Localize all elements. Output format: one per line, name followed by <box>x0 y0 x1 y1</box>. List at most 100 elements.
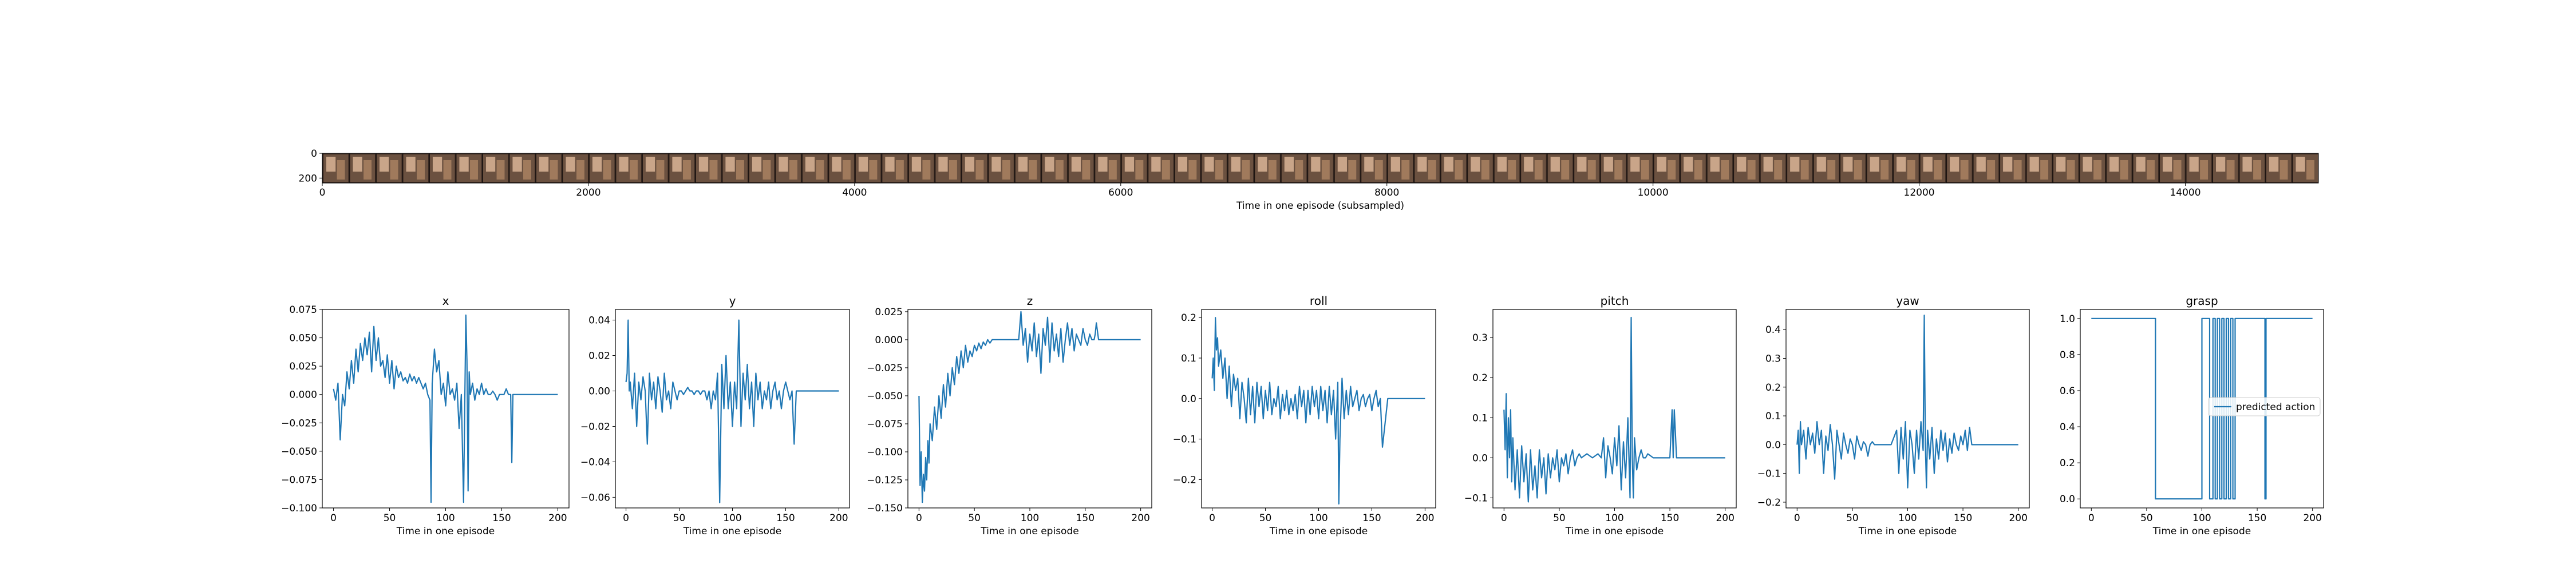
x-tick-label: 200 <box>1416 513 1434 524</box>
frame-divider <box>854 153 856 183</box>
frame-divider <box>775 153 776 183</box>
x-tick-label: 50 <box>968 513 981 524</box>
frame-divider <box>934 153 936 183</box>
frame-object <box>2136 157 2146 172</box>
y-tick-label: 0.050 <box>289 333 317 344</box>
frame-divider <box>2132 153 2134 183</box>
frame-gripper <box>1827 160 1836 180</box>
legend: predicted action <box>2208 397 2321 416</box>
y-tick-label: −0.1 <box>1173 434 1196 446</box>
x-tick-label: 50 <box>673 513 686 524</box>
filmstrip-x-tick-label: 10000 <box>1638 187 1669 198</box>
x-tick-label: 0 <box>623 513 629 524</box>
frame-gripper <box>2173 160 2182 180</box>
y-tick-label: 0.2 <box>2060 458 2075 469</box>
frame-gripper <box>1455 160 1463 180</box>
legend-box <box>2208 397 2321 416</box>
frame-divider <box>322 153 323 183</box>
plot-frame <box>322 309 570 509</box>
frame-object <box>2029 157 2039 172</box>
frame-object <box>832 157 841 172</box>
y-tick-label: −0.06 <box>580 492 610 503</box>
frame-gripper <box>603 160 611 180</box>
frame-gripper <box>656 160 665 180</box>
frame-divider <box>1120 153 1122 183</box>
frame-object <box>1231 157 1241 172</box>
frame-divider <box>1493 153 1495 183</box>
frame-object <box>1550 157 1560 172</box>
frame-gripper <box>736 160 744 180</box>
chart-x: x 0 50 100 150 200 −0.100 −0.075 −0.050 −0.025 0.0… <box>281 294 570 537</box>
frame-gripper <box>1987 160 1996 180</box>
x-tick-label: 100 <box>723 513 741 524</box>
y-tick-label: 0.025 <box>875 307 903 318</box>
filmstrip-x-tick-label: 8000 <box>1374 187 1399 198</box>
frame-divider <box>402 153 404 183</box>
x-tick-label: 150 <box>1661 513 1679 524</box>
filmstrip-frame <box>1733 153 1759 183</box>
action-charts: x0 50 100 150 200−0.100−0.075−0.050−0.0250.0… <box>281 294 2324 537</box>
frame-object <box>885 157 895 172</box>
filmstrip-frame <box>1599 153 1626 183</box>
frame-gripper <box>337 160 345 180</box>
x-tick-label: 0 <box>330 513 337 524</box>
frame-gripper <box>2147 160 2155 180</box>
frame-object <box>353 157 362 172</box>
frame-divider <box>987 153 989 183</box>
filmstrip-frame <box>1839 153 1866 183</box>
frame-gripper <box>1029 160 1037 180</box>
frame-gripper <box>789 160 797 180</box>
frame-object <box>1258 157 1267 172</box>
frame-divider <box>2185 153 2187 183</box>
frame-object <box>1071 157 1081 172</box>
x-tick-label: 100 <box>436 513 455 524</box>
frame-gripper <box>1401 160 1410 180</box>
filmstrip-frame <box>748 153 775 183</box>
frame-object <box>1737 157 1747 172</box>
frame-object <box>1524 157 1534 172</box>
x-axis-label: Time in one episode <box>396 526 495 537</box>
x-tick-label: 200 <box>1716 513 1734 524</box>
frame-gripper <box>1428 160 1436 180</box>
y-tick-label: 0.2 <box>1181 312 1196 324</box>
frame-gripper <box>1747 160 1756 180</box>
frame-divider <box>1759 153 1761 183</box>
frame-gripper <box>1002 160 1010 180</box>
x-tick-label: 50 <box>1553 513 1566 524</box>
frame-divider <box>535 153 536 183</box>
x-tick-label: 0 <box>1794 513 1800 524</box>
y-tick-label: 0.075 <box>289 304 317 316</box>
y-tick-label: 0.04 <box>588 315 610 327</box>
frame-gripper <box>1215 160 1223 180</box>
plot-frame <box>615 309 850 509</box>
frame-divider <box>1999 153 2001 183</box>
frame-gripper <box>2040 160 2049 180</box>
frame-gripper <box>2279 160 2288 180</box>
frame-gripper <box>1295 160 1303 180</box>
frame-gripper <box>496 160 505 180</box>
filmstrip-frame <box>641 153 668 183</box>
filmstrip-frame <box>1200 153 1227 183</box>
y-tick-label: 0.3 <box>1472 332 1488 344</box>
filmstrip-frame <box>349 153 375 183</box>
frame-object <box>1950 157 1959 172</box>
frame-object <box>539 157 549 172</box>
filmstrip-frame <box>1946 153 1972 183</box>
frame-gripper <box>443 160 452 180</box>
filmstrip-frame <box>1227 153 1254 183</box>
frame-object <box>805 157 815 172</box>
frame-object <box>1684 157 1693 172</box>
frame-divider <box>1413 153 1415 183</box>
x-tick-label: 0 <box>2088 513 2095 524</box>
frame-gripper <box>922 160 931 180</box>
x-tick-label: 200 <box>1131 513 1149 524</box>
frame-gripper <box>2120 160 2128 180</box>
frame-divider <box>1812 153 1814 183</box>
frame-object <box>1284 157 1294 172</box>
frame-divider <box>2159 153 2160 183</box>
frame-object <box>2189 157 2199 172</box>
frame-object <box>938 157 948 172</box>
frame-gripper <box>417 160 425 180</box>
frame-divider <box>1599 153 1601 183</box>
